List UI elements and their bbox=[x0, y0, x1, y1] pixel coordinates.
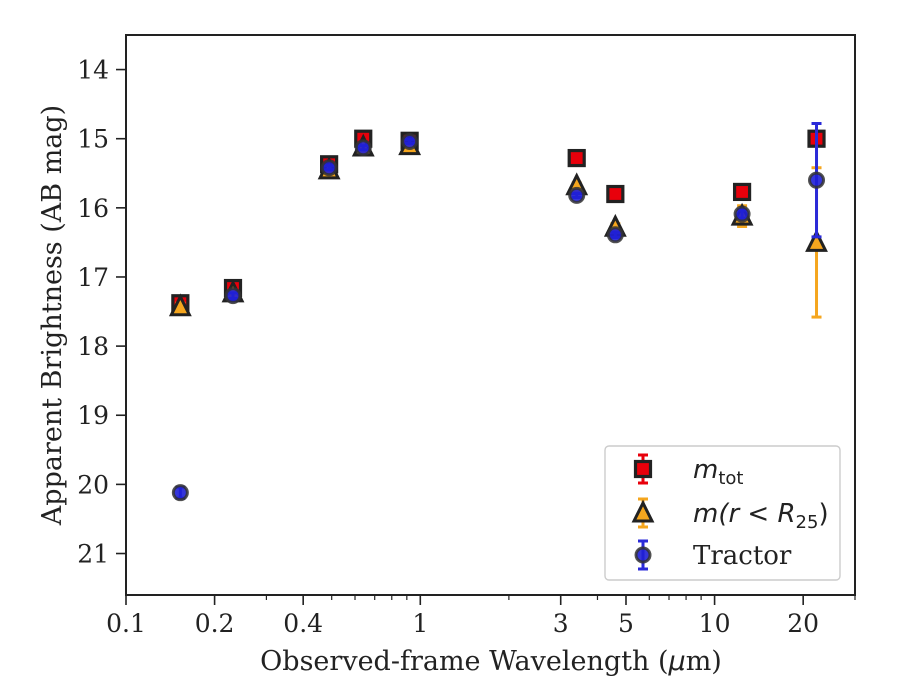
legend-marker-mr25 bbox=[631, 499, 655, 523]
y-tick-label: 20 bbox=[77, 470, 109, 499]
point-tractor bbox=[568, 186, 586, 204]
legend-label-tractor: Tractor bbox=[693, 541, 792, 571]
series-mr25 bbox=[168, 132, 828, 319]
x-tick-label: 5 bbox=[618, 609, 634, 638]
x-axis-label-suffix: m) bbox=[686, 646, 722, 677]
x-axis-label-mu: μ bbox=[668, 646, 686, 677]
y-tick-label: 18 bbox=[77, 332, 109, 361]
x-tick-label: 0.2 bbox=[195, 609, 235, 638]
axes: 0.1 0.2 0.4 1 3 5 10 20 14 15 16 17 18 19 20 21 bbox=[77, 34, 856, 638]
y-tick-label: 15 bbox=[77, 125, 109, 154]
point-mr25 bbox=[168, 293, 192, 317]
legend: mtot m(r < R25) Tractor bbox=[604, 445, 841, 581]
x-tick-label: 3 bbox=[553, 609, 569, 638]
legend-label-mr25: m(r < R25) bbox=[693, 499, 829, 533]
x-axis-label: Observed-frame Wavelength (μm) bbox=[260, 646, 722, 677]
point-mtot bbox=[606, 184, 625, 204]
point-tractor bbox=[606, 226, 624, 244]
point-tractor bbox=[354, 139, 372, 157]
y-tick-label: 19 bbox=[77, 401, 109, 430]
y-tick-label: 17 bbox=[77, 263, 109, 292]
y-tick-label: 14 bbox=[77, 56, 109, 85]
legend-box bbox=[604, 445, 841, 581]
data-series bbox=[168, 121, 828, 502]
legend-label-mtot: mtot bbox=[693, 455, 743, 489]
point-tractor bbox=[401, 132, 419, 150]
x-tick-label: 20 bbox=[787, 609, 819, 638]
point-tractor bbox=[733, 205, 751, 223]
x-tick-label: 0.4 bbox=[283, 609, 323, 638]
plot-frame bbox=[125, 34, 856, 596]
point-mtot bbox=[732, 182, 752, 202]
point-tractor bbox=[171, 484, 189, 502]
x-tick-label: 10 bbox=[699, 609, 731, 638]
legend-marker-mtot bbox=[633, 459, 653, 479]
x-tick-label: 1 bbox=[412, 609, 428, 638]
point-tractor bbox=[224, 287, 242, 305]
y-tick-label: 16 bbox=[77, 194, 109, 223]
y-axis-label: Apparent Brightness (AB mag) bbox=[37, 105, 68, 526]
series-tractor bbox=[171, 121, 826, 502]
point-mr25 bbox=[805, 229, 828, 252]
x-tick-label: 0.1 bbox=[106, 609, 146, 638]
y-tick-label: 21 bbox=[77, 540, 109, 569]
legend-marker-tractor bbox=[634, 546, 652, 564]
series-mtot bbox=[171, 129, 826, 313]
point-tractor bbox=[808, 171, 826, 189]
point-tractor bbox=[320, 159, 338, 177]
point-mtot bbox=[567, 148, 586, 168]
x-axis-label-prefix: Observed-frame Wavelength ( bbox=[260, 646, 668, 677]
